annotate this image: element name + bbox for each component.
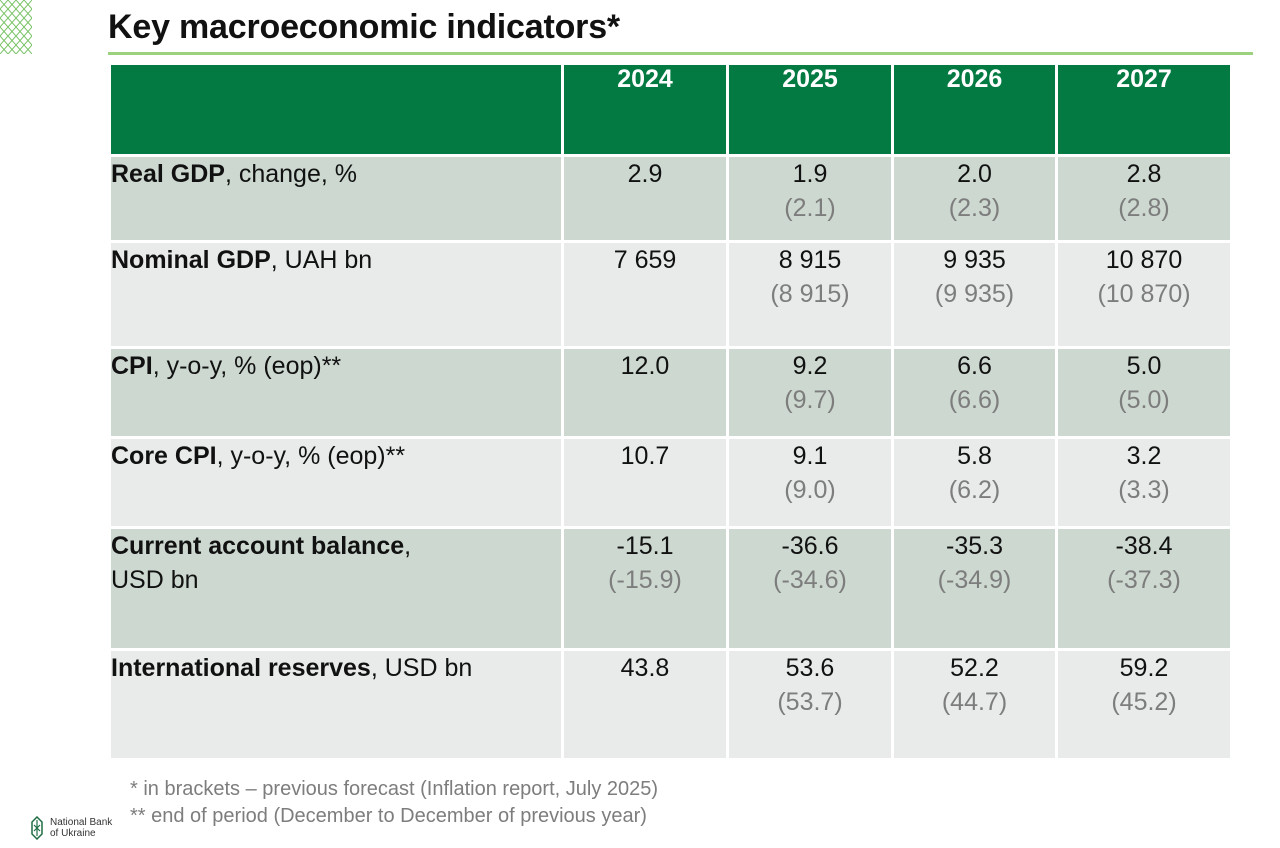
footnotes: * in brackets – previous forecast (Infla… [130, 776, 658, 830]
current-forecast-value: 9.2 [792, 352, 828, 380]
indicators-table: 2024 2025 2026 2027 Real GDP, change, % … [108, 62, 1233, 761]
value-cell: 1.9 (2.1) [726, 154, 894, 243]
header-empty-cell [108, 62, 564, 157]
value-cell: 2.0 (2.3) [891, 154, 1058, 243]
title-underline [108, 52, 1253, 55]
value-cell: 10.7 [561, 436, 729, 529]
value-cell: 52.2 (44.7) [891, 648, 1058, 761]
column-header-year: 2026 [891, 62, 1058, 157]
current-forecast-value: 10.7 [620, 442, 670, 470]
previous-forecast-value: (2.3) [948, 194, 1001, 222]
value-cell: 5.8 (6.2) [891, 436, 1058, 529]
value-cell: 2.8 (2.8) [1055, 154, 1233, 243]
current-forecast-value: 12.0 [620, 352, 670, 380]
previous-forecast-value: (45.2) [1111, 688, 1177, 716]
value-cell: 6.6 (6.6) [891, 346, 1058, 439]
previous-forecast-value: (-34.9) [937, 566, 1012, 594]
footnote-end-of-period: ** end of period (December to December o… [130, 805, 647, 827]
previous-forecast-value: (9.7) [784, 386, 836, 414]
footnote-previous-forecast: * in brackets – previous forecast (Infla… [130, 778, 659, 800]
row-label: Nominal GDP, UAH bn [108, 240, 564, 349]
table-row-nominal-gdp: Nominal GDP, UAH bn 7 659 8 915 (8 915) 9… [108, 240, 1233, 349]
value-cell: 8 915 (8 915) [726, 240, 894, 349]
previous-forecast-value: (2.1) [784, 194, 836, 222]
current-forecast-value: -36.6 [781, 532, 839, 560]
previous-forecast-value: (2.8) [1118, 194, 1170, 222]
nbu-logo-icon [31, 816, 43, 840]
previous-forecast-value: (53.7) [777, 688, 843, 716]
current-forecast-value: 2.9 [627, 160, 663, 188]
current-forecast-value: 10 870 [1105, 246, 1183, 274]
previous-forecast-value: (8 915) [770, 280, 850, 308]
value-cell: 7 659 [561, 240, 729, 349]
table-header-row: 2024 2025 2026 2027 [108, 62, 1233, 157]
value-cell: 5.0 (5.0) [1055, 346, 1233, 439]
current-forecast-value: 3.2 [1126, 442, 1162, 470]
nbu-logo: National Bank of Ukraine [30, 816, 120, 842]
row-label: Core CPI, y-o-y, % (eop)** [108, 436, 564, 529]
value-cell: -15.1 (-15.9) [561, 526, 729, 651]
previous-forecast-value: (10 870) [1097, 280, 1191, 308]
previous-forecast-value: (9 935) [934, 280, 1015, 308]
row-label: CPI, y-o-y, % (eop)** [108, 346, 564, 439]
current-forecast-value: 9.1 [792, 442, 828, 470]
table-row-real-gdp: Real GDP, change, % 2.9 1.9 (2.1) 2.0 (2.3… [108, 154, 1233, 243]
previous-forecast-value: (6.2) [948, 476, 1001, 504]
value-cell: 53.6 (53.7) [726, 648, 894, 761]
value-cell: -36.6 (-34.6) [726, 526, 894, 651]
current-forecast-value: -15.1 [616, 532, 674, 560]
previous-forecast-value: (-34.6) [773, 566, 847, 594]
page-title: Key macroeconomic indicators* [108, 8, 620, 46]
row-label: International reserves, USD bn [108, 648, 564, 761]
row-label: Current account balance, USD bn [108, 526, 564, 651]
column-header-year: 2027 [1055, 62, 1233, 157]
current-forecast-value: 7 659 [613, 246, 677, 274]
previous-forecast-value: (3.3) [1118, 476, 1170, 504]
current-forecast-value: 43.8 [620, 654, 670, 682]
value-cell: 10 870 (10 870) [1055, 240, 1233, 349]
table-row-current-account-balance: Current account balance, USD bn -15.1 (-15… [108, 526, 1233, 651]
table-row-international-reserves: International reserves, USD bn 43.8 53.6… [108, 648, 1233, 761]
value-cell: 9.2 (9.7) [726, 346, 894, 439]
value-cell: 12.0 [561, 346, 729, 439]
current-forecast-value: 53.6 [785, 654, 835, 682]
current-forecast-value: 9 935 [943, 246, 1006, 274]
value-cell: 3.2 (3.3) [1055, 436, 1233, 529]
value-cell: 59.2 (45.2) [1055, 648, 1233, 761]
corner-pattern-decoration [0, 0, 32, 54]
current-forecast-value: 5.8 [957, 442, 992, 470]
current-forecast-value: 59.2 [1119, 654, 1169, 682]
value-cell: 43.8 [561, 648, 729, 761]
table-row-core-cpi: Core CPI, y-o-y, % (eop)** 10.7 9.1 (9.0)… [108, 436, 1233, 529]
current-forecast-value: 2.8 [1126, 160, 1162, 188]
current-forecast-value: 52.2 [950, 654, 999, 682]
current-forecast-value: -35.3 [946, 532, 1003, 560]
table-row-cpi: CPI, y-o-y, % (eop)** 12.0 9.2 (9.7) 6.6 (… [108, 346, 1233, 439]
current-forecast-value: 6.6 [957, 352, 992, 380]
current-forecast-value: 5.0 [1126, 352, 1162, 380]
value-cell: -38.4 (-37.3) [1055, 526, 1233, 651]
previous-forecast-value: (9.0) [784, 476, 836, 504]
value-cell: 9.1 (9.0) [726, 436, 894, 529]
previous-forecast-value: (6.6) [948, 386, 1001, 414]
previous-forecast-value: (-15.9) [608, 566, 682, 594]
previous-forecast-value: (44.7) [941, 688, 1008, 716]
current-forecast-value: -38.4 [1115, 532, 1173, 560]
column-header-year: 2024 [561, 62, 729, 157]
column-header-year: 2025 [726, 62, 894, 157]
current-forecast-value: 2.0 [957, 160, 992, 188]
value-cell: -35.3 (-34.9) [891, 526, 1058, 651]
current-forecast-value: 8 915 [778, 246, 842, 274]
value-cell: 2.9 [561, 154, 729, 243]
value-cell: 9 935 (9 935) [891, 240, 1058, 349]
nbu-logo-text: National Bank of Ukraine [50, 817, 113, 839]
previous-forecast-value: (-37.3) [1107, 566, 1181, 594]
row-label: Real GDP, change, % [108, 154, 564, 243]
previous-forecast-value: (5.0) [1118, 386, 1170, 414]
current-forecast-value: 1.9 [792, 160, 828, 188]
